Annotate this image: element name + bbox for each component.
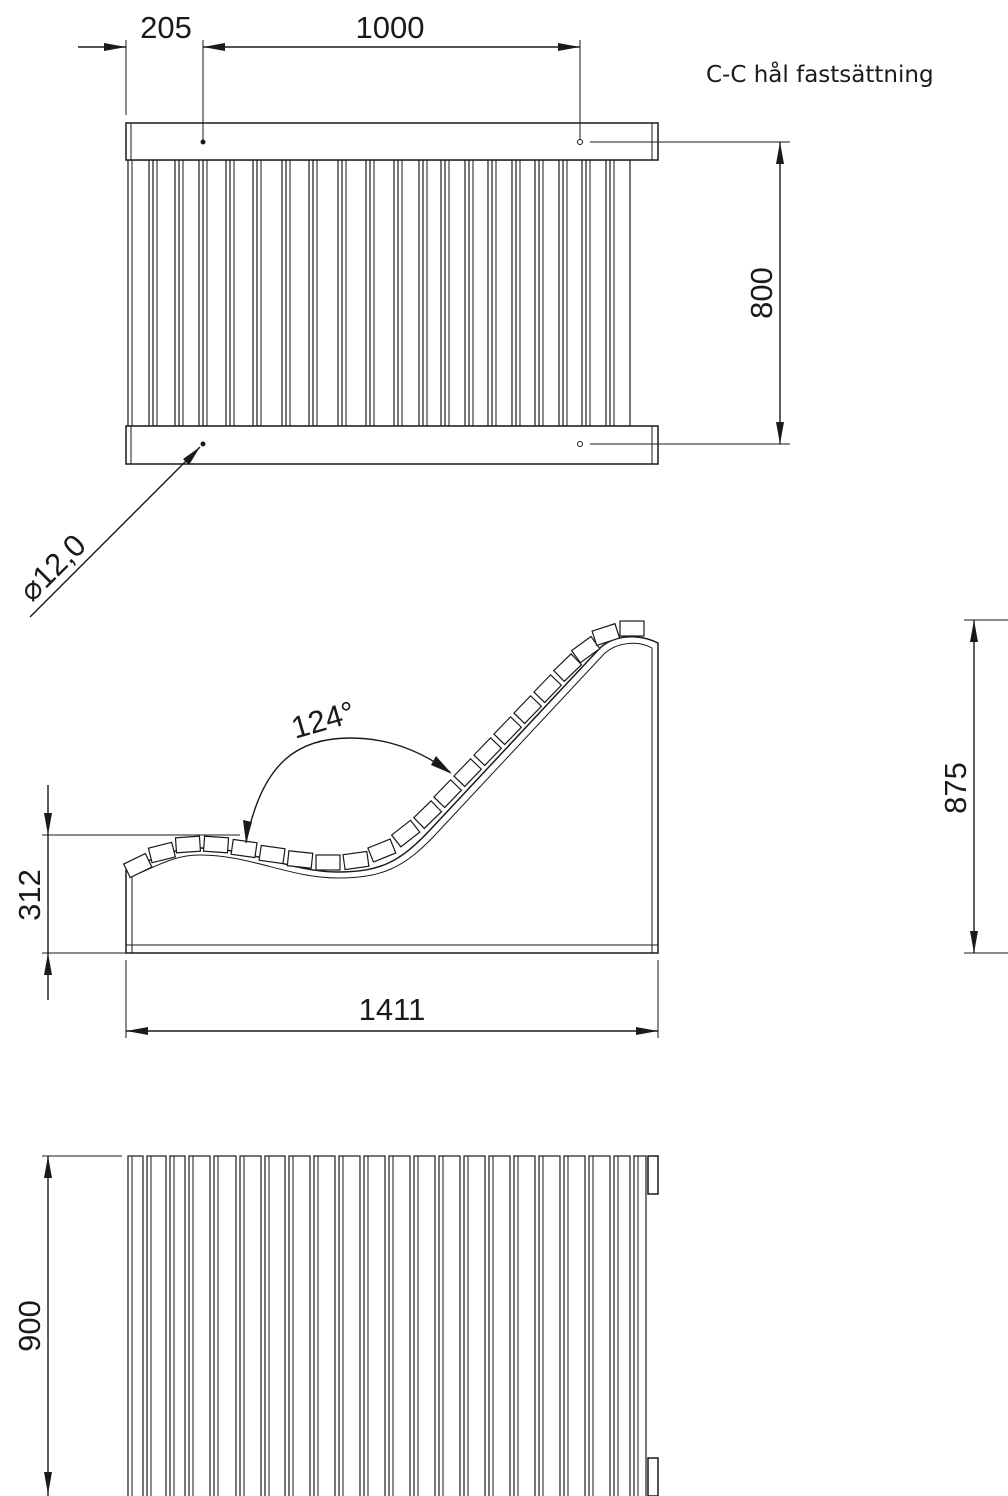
dimension-seat-height-label: 312	[12, 869, 47, 921]
slat	[147, 841, 177, 864]
mount-hole	[200, 139, 206, 145]
slat	[609, 159, 631, 427]
slat	[152, 159, 176, 427]
slat	[169, 1155, 186, 1496]
slat	[491, 159, 513, 427]
slat	[463, 1155, 486, 1496]
slat	[563, 1155, 586, 1496]
side-frame	[125, 636, 659, 954]
slat	[488, 1155, 511, 1496]
slat	[313, 1155, 336, 1496]
bottom-view-slats	[127, 1155, 647, 1496]
dimension-hole-diameter: ⌀12,0	[12, 446, 201, 618]
dimension-hole-spacing: 205 1000	[78, 10, 581, 140]
dimension-width-bottom-label: 900	[12, 1300, 47, 1352]
slat	[619, 620, 645, 637]
slat	[591, 622, 621, 647]
slat	[338, 1155, 361, 1496]
slat	[397, 159, 420, 427]
slat	[552, 653, 583, 683]
slat	[286, 850, 314, 869]
slat	[127, 1155, 144, 1496]
bottom-rail	[125, 425, 659, 465]
mount-hole	[200, 441, 206, 447]
slat	[493, 715, 523, 746]
slat	[513, 1155, 536, 1496]
slat	[538, 159, 560, 427]
slat	[288, 1155, 311, 1496]
dimension-total-height-label: 875	[938, 762, 973, 814]
slat	[122, 852, 153, 879]
slat	[202, 835, 230, 854]
slat	[585, 159, 607, 427]
slat	[538, 1155, 561, 1496]
slat	[315, 854, 341, 871]
top-rail	[125, 122, 659, 161]
slat	[438, 1155, 461, 1496]
slat	[239, 1155, 262, 1496]
slat	[413, 1155, 436, 1496]
slat	[473, 736, 503, 767]
slat	[367, 838, 397, 863]
slat	[258, 844, 286, 865]
slat	[453, 757, 483, 788]
slat	[230, 838, 258, 859]
slat	[264, 1155, 286, 1496]
slat	[613, 1155, 631, 1496]
note-label: C-C hål fastsättning	[706, 60, 934, 88]
slat	[342, 850, 370, 871]
slat	[285, 159, 310, 427]
slat	[588, 1155, 611, 1496]
slat	[127, 159, 150, 427]
side-view	[122, 620, 659, 954]
side-view-slats	[122, 620, 645, 879]
slat	[174, 835, 202, 854]
dimension-length: 1411	[125, 960, 659, 1038]
bottom-view	[127, 1155, 659, 1496]
dimension-spacing-label: 1000	[356, 10, 425, 45]
slat	[229, 159, 254, 427]
slat	[213, 1155, 237, 1496]
slat	[515, 159, 536, 427]
dimension-total-height: 875	[938, 619, 1008, 954]
slat	[513, 694, 543, 725]
slat	[633, 1155, 647, 1496]
slat	[412, 800, 443, 830]
slat	[468, 159, 489, 427]
slat	[444, 159, 466, 427]
slat	[433, 778, 463, 809]
dimension-width-top-label: 800	[744, 267, 779, 319]
slat	[422, 159, 442, 427]
slat	[363, 1155, 386, 1496]
top-view-slats	[127, 159, 631, 427]
slat	[146, 1155, 167, 1496]
dimension-seat-height: 312	[12, 785, 240, 1000]
dimension-offset-label: 205	[140, 10, 192, 45]
slat	[533, 673, 563, 704]
mount-hole	[577, 441, 583, 447]
top-view	[125, 122, 659, 465]
slat	[390, 819, 421, 848]
dimension-length-label: 1411	[359, 992, 426, 1027]
dimension-width-bottom: 900	[12, 1155, 122, 1496]
slat	[202, 159, 227, 427]
svg-text:⌀12,0: ⌀12,0	[12, 527, 93, 608]
slat	[188, 1155, 211, 1496]
slat	[388, 1155, 411, 1496]
slat	[562, 159, 583, 427]
dimension-width-top: 800	[590, 141, 790, 445]
slat	[178, 159, 200, 427]
